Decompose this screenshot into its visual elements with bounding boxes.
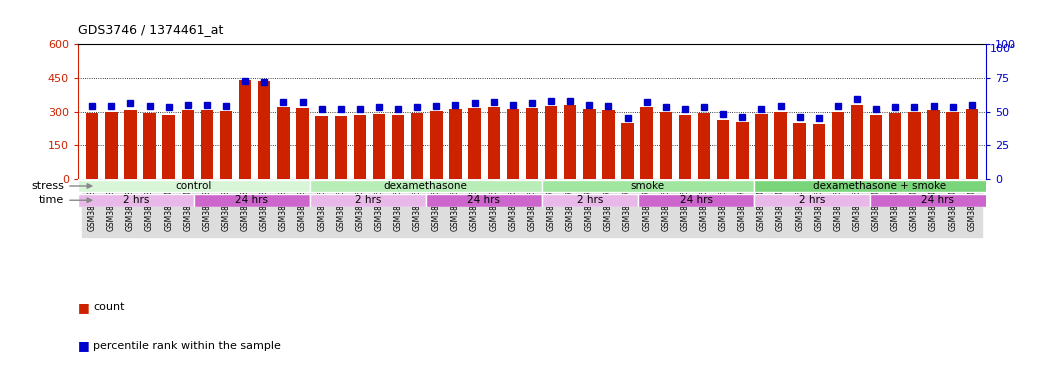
Bar	[309, 180, 542, 192]
Text: 24 hrs: 24 hrs	[922, 195, 954, 205]
Bar	[277, 108, 290, 179]
Bar	[507, 109, 519, 179]
Text: smoke: smoke	[631, 181, 665, 191]
Bar	[851, 105, 864, 179]
Bar	[640, 107, 653, 179]
Bar	[756, 114, 768, 179]
Bar	[755, 194, 870, 207]
Bar	[334, 116, 347, 179]
Bar	[125, 110, 137, 179]
Bar	[717, 121, 730, 179]
Bar	[831, 111, 844, 179]
Text: 2 hrs: 2 hrs	[122, 195, 149, 205]
Bar	[411, 113, 424, 179]
Bar	[354, 115, 366, 179]
Text: 2 hrs: 2 hrs	[577, 195, 603, 205]
Bar	[890, 113, 901, 179]
Text: 24 hrs: 24 hrs	[236, 195, 268, 205]
Bar	[78, 180, 309, 192]
Text: count: count	[93, 302, 125, 312]
Text: time: time	[39, 195, 64, 205]
Bar	[163, 115, 174, 179]
Text: stress: stress	[31, 181, 64, 191]
Text: 24 hrs: 24 hrs	[467, 195, 500, 205]
Bar	[679, 115, 691, 179]
Bar	[622, 123, 634, 179]
Text: ■: ■	[78, 339, 89, 352]
Text: GDS3746 / 1374461_at: GDS3746 / 1374461_at	[78, 23, 223, 36]
Bar	[78, 194, 194, 207]
Text: 24 hrs: 24 hrs	[680, 195, 713, 205]
Bar	[542, 194, 638, 207]
Bar	[143, 113, 156, 179]
Bar	[392, 115, 405, 179]
Bar	[965, 109, 978, 179]
Bar	[813, 124, 825, 179]
Text: percentile rank within the sample: percentile rank within the sample	[93, 341, 281, 351]
Text: dexamethasone: dexamethasone	[384, 181, 468, 191]
Bar	[316, 116, 328, 179]
Bar	[793, 123, 805, 179]
Bar	[698, 113, 710, 179]
Bar	[602, 110, 614, 179]
Bar	[564, 106, 576, 179]
Bar	[239, 80, 251, 179]
Bar	[296, 108, 308, 179]
Text: ■: ■	[78, 301, 89, 314]
Bar	[542, 180, 755, 192]
Bar	[182, 110, 194, 179]
Bar	[659, 113, 672, 179]
Bar	[545, 106, 557, 179]
Bar	[105, 112, 117, 179]
Bar	[755, 180, 1006, 192]
Bar	[870, 194, 1006, 207]
Bar	[220, 111, 233, 179]
Bar	[373, 114, 385, 179]
Bar	[194, 194, 309, 207]
Bar	[583, 109, 596, 179]
Bar	[309, 194, 426, 207]
Text: control: control	[175, 181, 212, 191]
Bar	[736, 122, 748, 179]
Bar	[774, 111, 787, 179]
Text: 2 hrs: 2 hrs	[355, 195, 381, 205]
Bar	[258, 81, 271, 179]
Bar	[908, 112, 921, 179]
Bar	[870, 115, 882, 179]
Text: 2 hrs: 2 hrs	[799, 195, 825, 205]
Text: dexamethasone + smoke: dexamethasone + smoke	[813, 181, 947, 191]
Bar	[488, 107, 500, 179]
Bar	[927, 110, 939, 179]
Bar	[449, 109, 462, 179]
Bar	[426, 194, 542, 207]
Bar	[638, 194, 755, 207]
Bar	[526, 108, 538, 179]
Bar	[200, 110, 213, 179]
Bar	[86, 113, 99, 179]
Bar	[430, 111, 442, 179]
Bar	[947, 112, 959, 179]
Text: 100°: 100°	[990, 44, 1017, 54]
Bar	[468, 108, 481, 179]
